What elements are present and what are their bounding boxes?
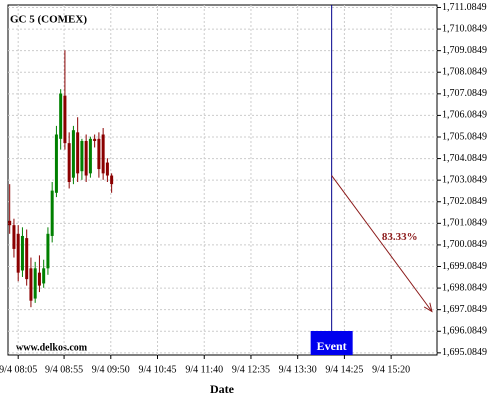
- y-tick-label: 1,701.0849: [442, 218, 487, 229]
- candle-body: [80, 140, 84, 172]
- candle-body: [101, 134, 105, 174]
- y-tick-label: 1,696.0849: [442, 326, 487, 337]
- candle-body: [25, 238, 29, 280]
- x-tick-label: 9/4 12:35: [232, 364, 270, 375]
- arrow-label: 83.33%: [382, 231, 418, 243]
- watermark: www.delkos.com: [16, 342, 88, 353]
- chart-title: GC 5 (COMEX): [10, 14, 87, 26]
- y-tick-label: 1,699.0849: [442, 261, 487, 272]
- y-tick-label: 1,706.0849: [442, 110, 487, 121]
- candle-body: [67, 143, 71, 182]
- x-tick-label: 9/4 13:30: [279, 364, 317, 375]
- candle-body: [37, 272, 41, 286]
- candle-body: [8, 220, 12, 226]
- candle-body: [12, 225, 16, 249]
- candle-body: [97, 138, 101, 170]
- candle-body: [88, 138, 92, 174]
- x-tick-label: 9/4 14:25: [325, 364, 363, 375]
- candle-body: [59, 93, 63, 139]
- y-tick-label: 1,705.0849: [442, 131, 487, 142]
- candle-body: [16, 233, 20, 273]
- candle-body: [50, 190, 54, 236]
- candle-body: [84, 140, 88, 176]
- y-tick-label: 1,704.0849: [442, 153, 487, 164]
- candle-body: [33, 268, 37, 299]
- candle-body: [54, 134, 58, 193]
- candle-body: [110, 175, 114, 185]
- candle-body: [20, 235, 24, 271]
- x-tick-label: 9/4 08:55: [45, 364, 83, 375]
- x-tick-label: 9/4 10:45: [138, 364, 176, 375]
- x-tick-label: 9/4 09:50: [92, 364, 130, 375]
- candle-body: [76, 132, 80, 174]
- arrow-head: [423, 302, 433, 313]
- y-tick-label: 1,711.0849: [442, 2, 487, 13]
- y-tick-label: 1,698.0849: [442, 282, 487, 293]
- x-tick-label: 9/4 08:05: [0, 364, 37, 375]
- event-label: Event: [317, 339, 347, 353]
- arrow-line: [331, 175, 433, 312]
- candle-body: [42, 268, 46, 284]
- y-tick-label: 1,709.0849: [442, 45, 487, 56]
- y-tick-label: 1,707.0849: [442, 88, 487, 99]
- y-tick-label: 1,710.0849: [442, 23, 487, 34]
- candle-body: [63, 95, 67, 144]
- y-tick-label: 1,695.0849: [442, 347, 487, 358]
- y-tick-label: 1,703.0849: [442, 174, 487, 185]
- y-tick-label: 1,702.0849: [442, 196, 487, 207]
- x-axis-label: Date: [210, 382, 235, 396]
- candle-body: [93, 138, 97, 141]
- candle-body: [46, 233, 50, 269]
- candle-body: [71, 130, 75, 178]
- y-tick-label: 1,697.0849: [442, 304, 487, 315]
- x-tick-label: 9/4 11:40: [185, 364, 223, 375]
- event-box: [310, 331, 353, 355]
- y-tick-label: 1,708.0849: [442, 67, 487, 78]
- x-tick-label: 9/4 15:20: [372, 364, 410, 375]
- y-tick-label: 1,700.0849: [442, 239, 487, 250]
- candle-body: [105, 162, 109, 176]
- candle-body: [29, 268, 33, 301]
